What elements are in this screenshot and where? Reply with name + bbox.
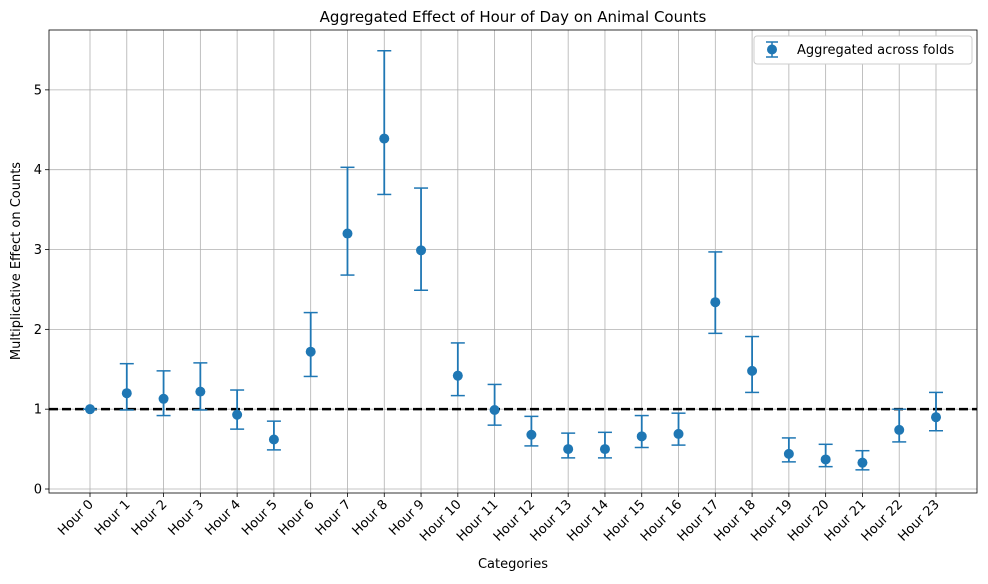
data-point [416,245,427,256]
data-point [268,434,279,445]
legend-box [753,35,973,65]
data-point [526,429,537,440]
data-point [857,457,868,468]
marks-layer [83,50,943,471]
data-point [563,444,574,455]
y-tick-label: 1 [34,403,42,418]
y-tick-label: 4 [34,163,42,178]
chart-title: Aggregated Effect of Hour of Day on Anim… [320,8,707,26]
data-point [379,133,390,144]
data-point [85,404,95,415]
data-point [820,454,831,465]
data-point [894,424,905,435]
data-point [931,412,941,423]
data-point [636,431,647,442]
data-point [452,370,463,381]
x-axis-label: Categories [478,557,548,572]
data-point [783,448,794,459]
data-point [121,388,132,399]
legend-marker-icon [767,44,777,55]
y-tick-label: 3 [34,243,42,258]
axes-frame [48,29,978,494]
data-point [710,297,721,308]
data-point [195,386,206,397]
data-point [599,444,610,455]
y-tick-label: 5 [34,83,42,98]
legend-label: Aggregated across folds [797,43,954,58]
data-point [232,409,243,420]
data-point [747,365,758,376]
data-point [489,404,500,415]
y-axis-label: Multiplicative Effect on Counts [9,162,24,360]
data-point [158,393,169,404]
data-point [342,228,353,239]
y-tick-label: 2 [34,323,42,338]
legend: Aggregated across folds [753,35,973,65]
y-tick-label: 0 [34,483,42,498]
data-point [673,428,684,439]
data-point [305,346,316,357]
